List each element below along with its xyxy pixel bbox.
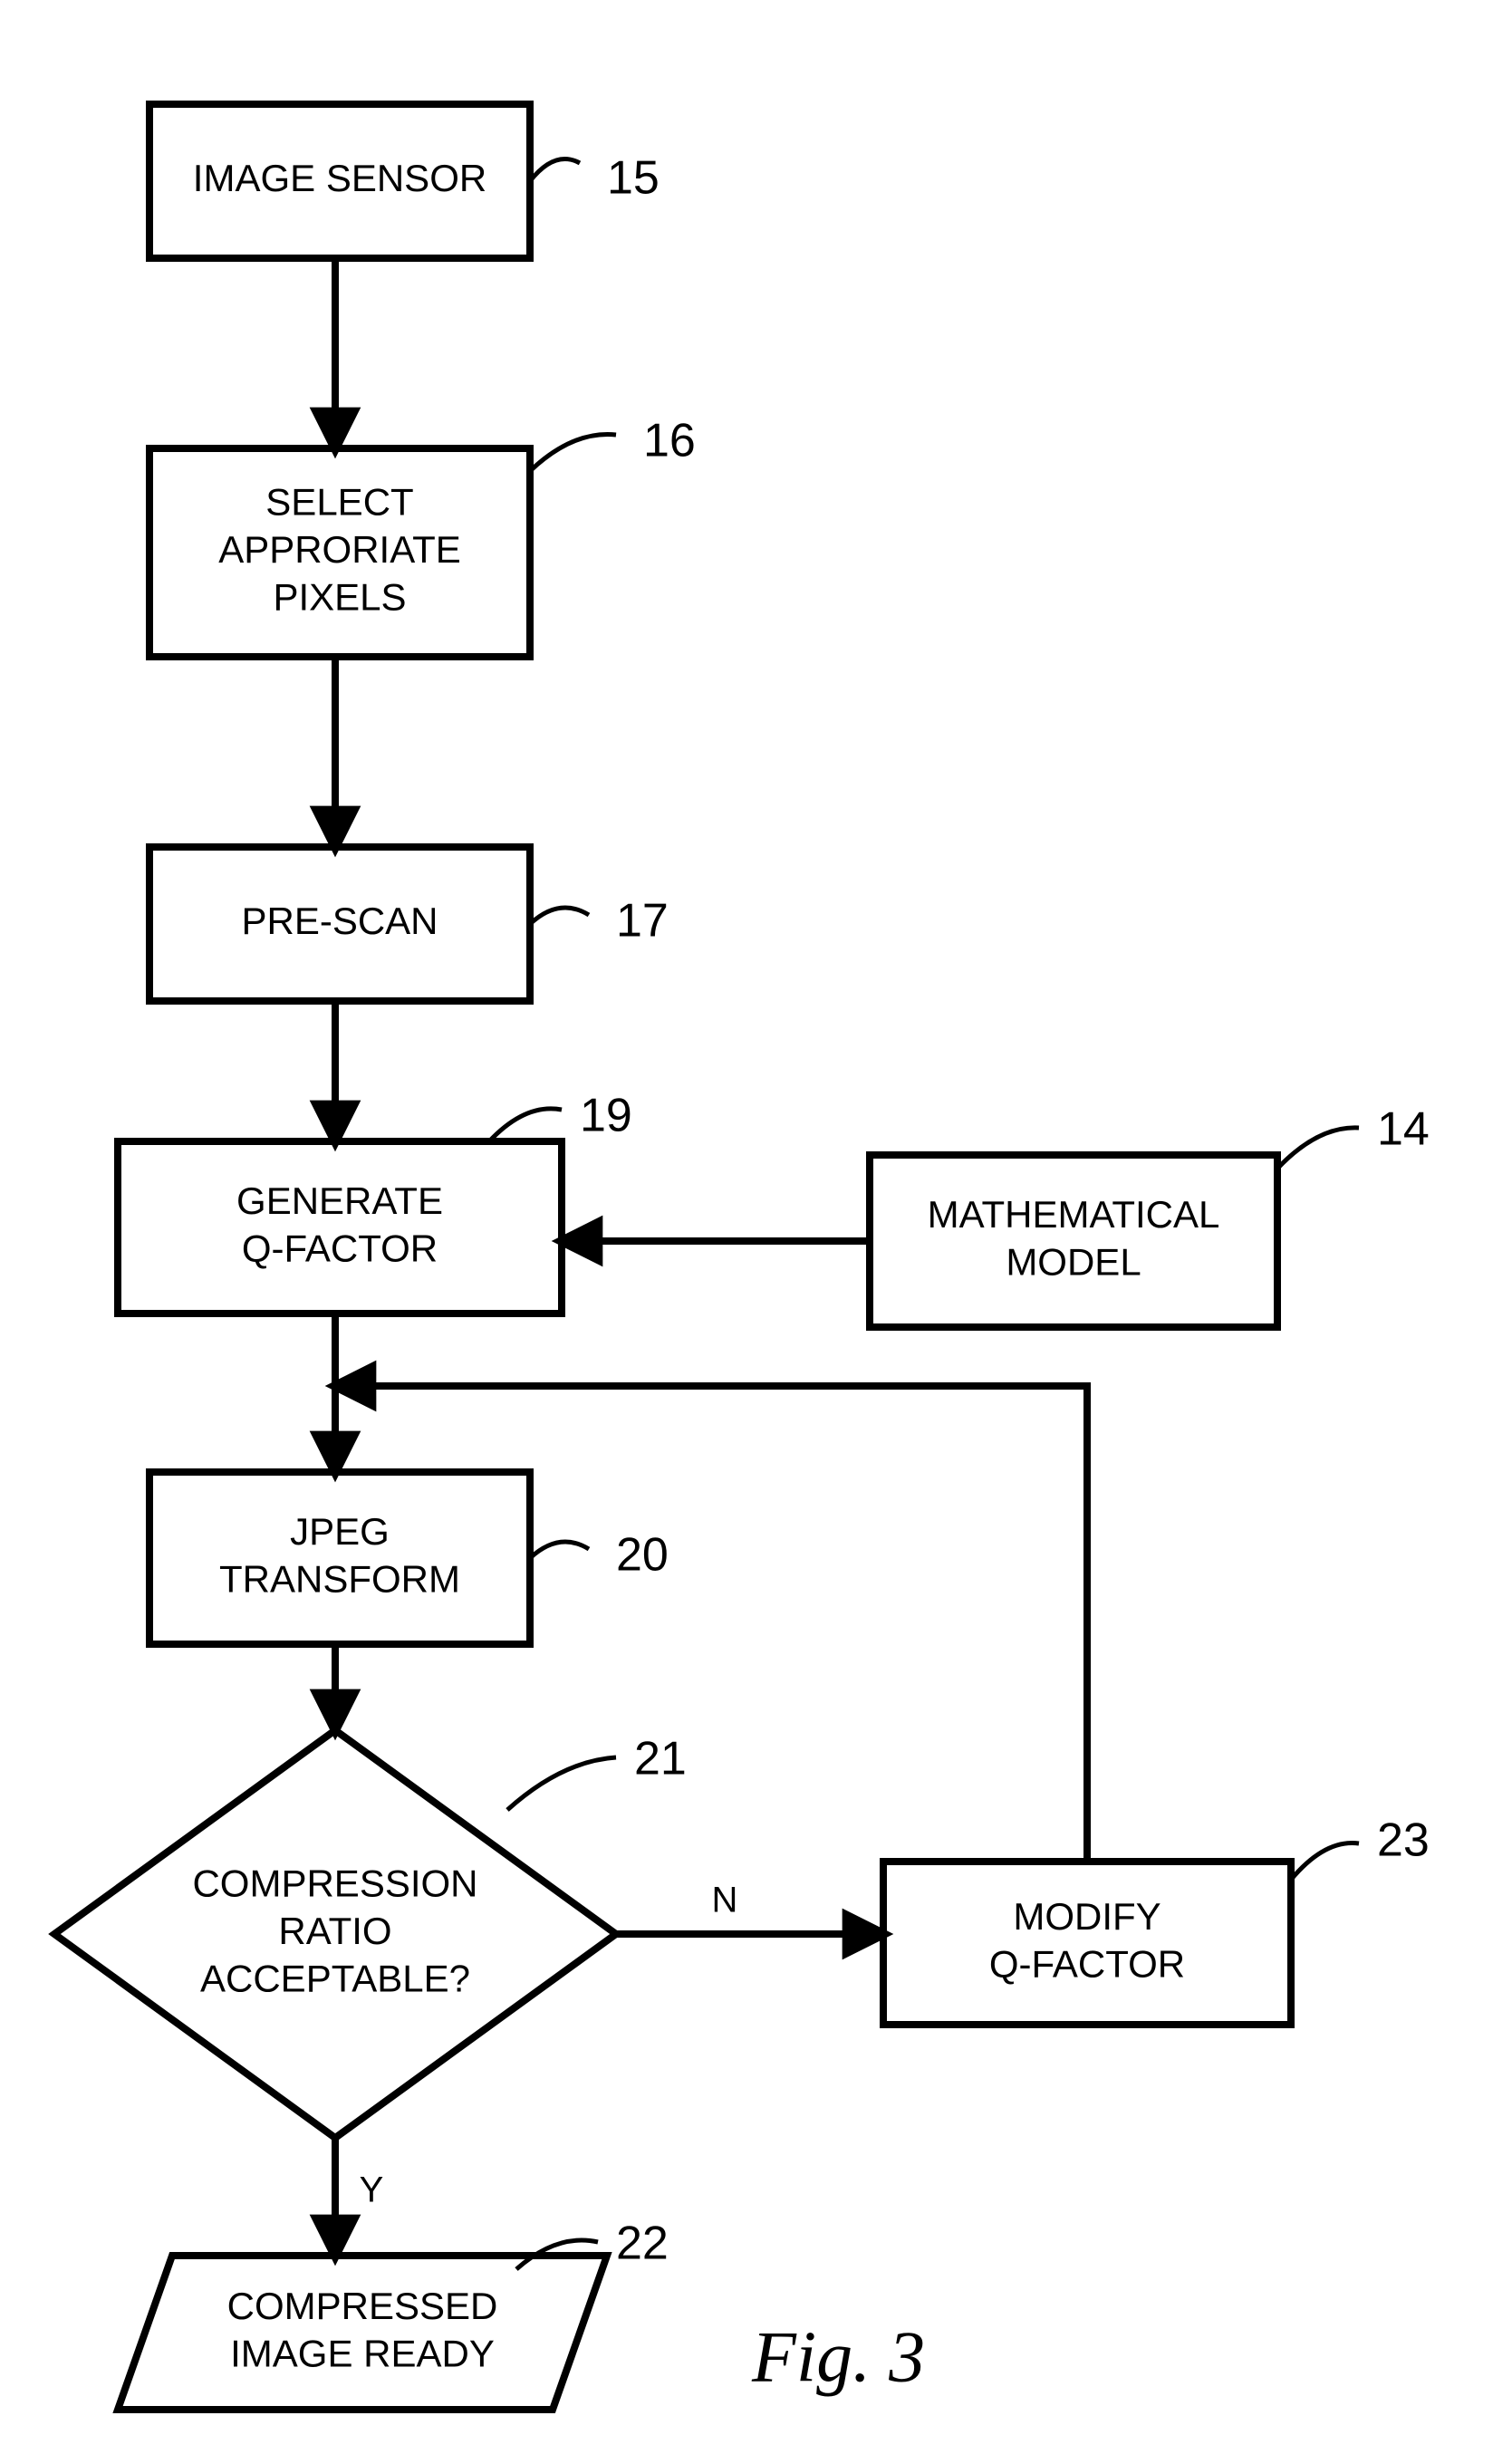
node-n23-line-0: MODIFY bbox=[1013, 1895, 1160, 1938]
ref-n15: 15 bbox=[607, 152, 660, 205]
node-n19-line-1: Q-FACTOR bbox=[242, 1227, 438, 1269]
ref-n22: 22 bbox=[616, 2218, 669, 2270]
node-n21-line-0: COMPRESSION bbox=[192, 1862, 477, 1905]
figure-caption: Fig. 3 bbox=[751, 2317, 925, 2397]
node-n15: IMAGE SENSOR 15 bbox=[149, 104, 660, 258]
node-n15-line-0: IMAGE SENSOR bbox=[193, 157, 486, 199]
ref-n19: 19 bbox=[580, 1090, 632, 1142]
node-n14-line-0: MATHEMATICAL bbox=[928, 1193, 1220, 1236]
edge-8-label: Y bbox=[360, 2170, 384, 2210]
ref-n23: 23 bbox=[1377, 1814, 1430, 1867]
leader-n23 bbox=[1291, 1843, 1359, 1881]
node-n22-line-1: IMAGE READY bbox=[230, 2332, 495, 2374]
ref-n20: 20 bbox=[616, 1529, 669, 1582]
ref-n14: 14 bbox=[1377, 1103, 1430, 1156]
node-n21-line-1: RATIO bbox=[278, 1910, 391, 1952]
node-n14-line-1: MODEL bbox=[1006, 1240, 1141, 1283]
leader-n14 bbox=[1277, 1128, 1359, 1169]
node-n14: MATHEMATICALMODEL 14 bbox=[870, 1103, 1430, 1327]
node-n22-line-0: COMPRESSED bbox=[227, 2285, 498, 2327]
ref-n16: 16 bbox=[643, 415, 696, 467]
leader-n19 bbox=[489, 1109, 562, 1141]
leader-n20 bbox=[530, 1542, 589, 1558]
leader-n21 bbox=[507, 1757, 616, 1810]
node-n16: SELECTAPPRORIATE PIXELS 16 bbox=[149, 415, 696, 657]
ref-n21: 21 bbox=[634, 1733, 687, 1785]
node-n23-line-1: Q-FACTOR bbox=[989, 1942, 1185, 1985]
leader-n16 bbox=[530, 435, 616, 472]
node-n16-line-2: PIXELS bbox=[273, 576, 406, 619]
node-n21: COMPRESSION RATIO ACCEPTABLE? 21 bbox=[54, 1730, 687, 2138]
node-n20: JPEGTRANSFORM 20 bbox=[149, 1472, 669, 1644]
node-n17: PRE-SCAN 17 bbox=[149, 847, 669, 1001]
ref-n17: 17 bbox=[616, 895, 669, 948]
node-n16-line-0: SELECT bbox=[265, 481, 413, 524]
node-n16-line-1: APPRORIATE bbox=[218, 528, 461, 571]
node-n19-line-0: GENERATE bbox=[236, 1179, 443, 1222]
node-n17-line-0: PRE-SCAN bbox=[241, 900, 438, 942]
node-n23: MODIFYQ-FACTOR 23 bbox=[883, 1814, 1430, 2025]
node-n19: GENERATE Q-FACTOR 19 bbox=[118, 1090, 632, 1314]
node-n22: COMPRESSED IMAGE READY 22 bbox=[118, 2218, 669, 2410]
node-n21-line-2: ACCEPTABLE? bbox=[200, 1958, 470, 2000]
node-n20-line-0: JPEG bbox=[290, 1510, 390, 1553]
leader-n17 bbox=[530, 908, 589, 924]
leader-n15 bbox=[530, 159, 580, 182]
edge-6-label: N bbox=[712, 1881, 738, 1920]
node-n20-line-1: TRANSFORM bbox=[219, 1557, 460, 1600]
